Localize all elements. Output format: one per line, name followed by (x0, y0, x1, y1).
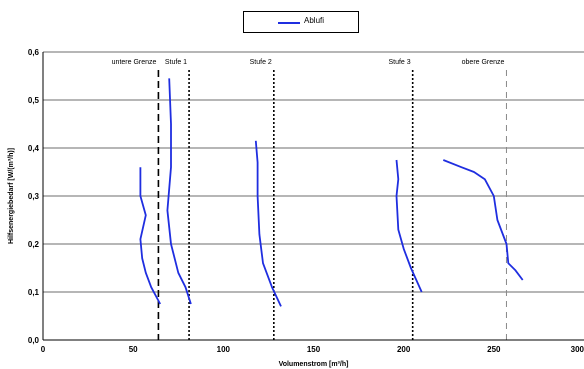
x-tick-label-4: 200 (397, 345, 411, 354)
reference-lines: untere Grenze Stufe 1 Stufe 2 Stufe 3 obere … (112, 59, 507, 340)
tick-labels: 0,0 0,1 0,2 0,3 0,4 0,5 0,6 0 50 100 150 200 250 300 (28, 48, 584, 354)
series-0-segment-4 (442, 159, 524, 281)
series-0-segment-3 (395, 159, 423, 293)
reference-label-3: Stufe 3 (388, 59, 410, 66)
series-0-segment-1 (166, 78, 192, 305)
y-tick-label-2: 0,2 (28, 240, 40, 249)
x-tick-label-3: 150 (307, 345, 321, 354)
grid-lines (43, 51, 584, 293)
x-tick-label-2: 100 (217, 345, 231, 354)
y-tick-label-5: 0,5 (28, 96, 40, 105)
x-tick-label-6: 300 (571, 345, 584, 354)
legend: Ablufi (243, 11, 359, 33)
reference-label-2: Stufe 2 (250, 59, 272, 66)
y-tick-label-4: 0,4 (28, 144, 40, 153)
y-axis-label: Hilfsenergiebedarf [W/(m³/h)] (8, 148, 15, 244)
reference-label-0: untere Grenze (112, 59, 157, 66)
series-0-segment-2 (254, 140, 282, 307)
reference-label-1: Stufe 1 (165, 59, 187, 66)
x-axis-label: Volumenstrom [m³/h] (279, 361, 349, 368)
y-tick-label-0: 0,0 (28, 336, 40, 345)
reference-label-4: obere Grenze (462, 59, 505, 66)
y-tick-label-6: 0,6 (28, 48, 40, 57)
y-tick-label-3: 0,3 (28, 192, 40, 201)
x-tick-label-1: 50 (129, 345, 138, 354)
series-0-segment-0 (139, 167, 161, 305)
x-tick-label-0: 0 (41, 345, 46, 354)
x-tick-label-5: 250 (487, 345, 501, 354)
series-lines (139, 78, 524, 307)
axes (42, 52, 584, 341)
legend-label: Ablufi (304, 16, 325, 25)
y-tick-label-1: 0,1 (28, 288, 40, 297)
legend-swatch (278, 22, 300, 24)
